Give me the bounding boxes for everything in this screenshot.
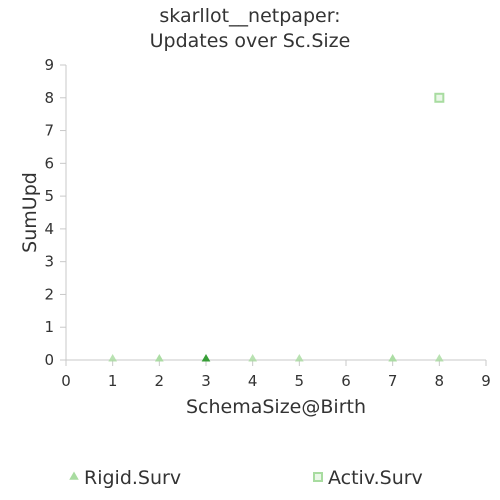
x-tick-label: 4 [248,372,258,390]
legend: Rigid.Surv Activ.Surv [69,467,423,489]
x-tick-label: 2 [155,372,165,390]
legend-label: Activ.Surv [328,467,423,489]
x-tick-label: 9 [481,372,491,390]
x-tick-label: 0 [61,372,71,390]
x-tick-label: 8 [435,372,445,390]
x-axis-label: SchemaSize@Birth [186,396,366,418]
y-tick-label: 3 [44,253,54,271]
legend-marker-rigid-surv [69,471,79,480]
y-tick-label: 6 [44,154,54,172]
data-point-rigid-surv [248,354,258,362]
data-point-rigid-surv [388,354,398,362]
y-tick-label: 1 [44,318,54,336]
y-tick-label: 7 [44,122,54,140]
y-tick-label: 4 [44,220,54,238]
axes: 0 1 2 3 4 5 6 7 8 9 0 1 2 3 4 5 6 7 8 9 [44,56,490,390]
y-tick-label: 8 [44,89,54,107]
y-tick-label: 9 [44,56,54,74]
legend-label: Rigid.Surv [84,467,181,489]
chart-title-line: skarllot__netpaper: [159,5,340,27]
data-points [108,92,445,362]
y-axis-label: SumUpd [19,172,41,253]
legend-marker-activ-surv [313,472,323,482]
data-point-activ-surv [434,92,445,103]
data-point-rigid-surv [434,354,444,362]
x-tick-label: 1 [108,372,118,390]
x-tick-label: 6 [341,372,351,390]
x-tick-label: 5 [295,372,305,390]
y-tick-label: 2 [44,285,54,303]
x-tick-label: 3 [201,372,211,390]
data-point-rigid-surv [108,354,118,362]
x-tick-label: 7 [388,372,398,390]
chart-title: skarllot__netpaper: Updates over Sc.Size [150,5,351,52]
chart-title-line: Updates over Sc.Size [150,30,351,52]
data-point-rigid-surv [154,354,164,362]
y-tick-label: 0 [44,351,54,369]
y-tick-label: 5 [44,187,54,205]
data-point-rigid-surv [294,354,304,362]
data-point-rigid-surv [201,354,211,362]
